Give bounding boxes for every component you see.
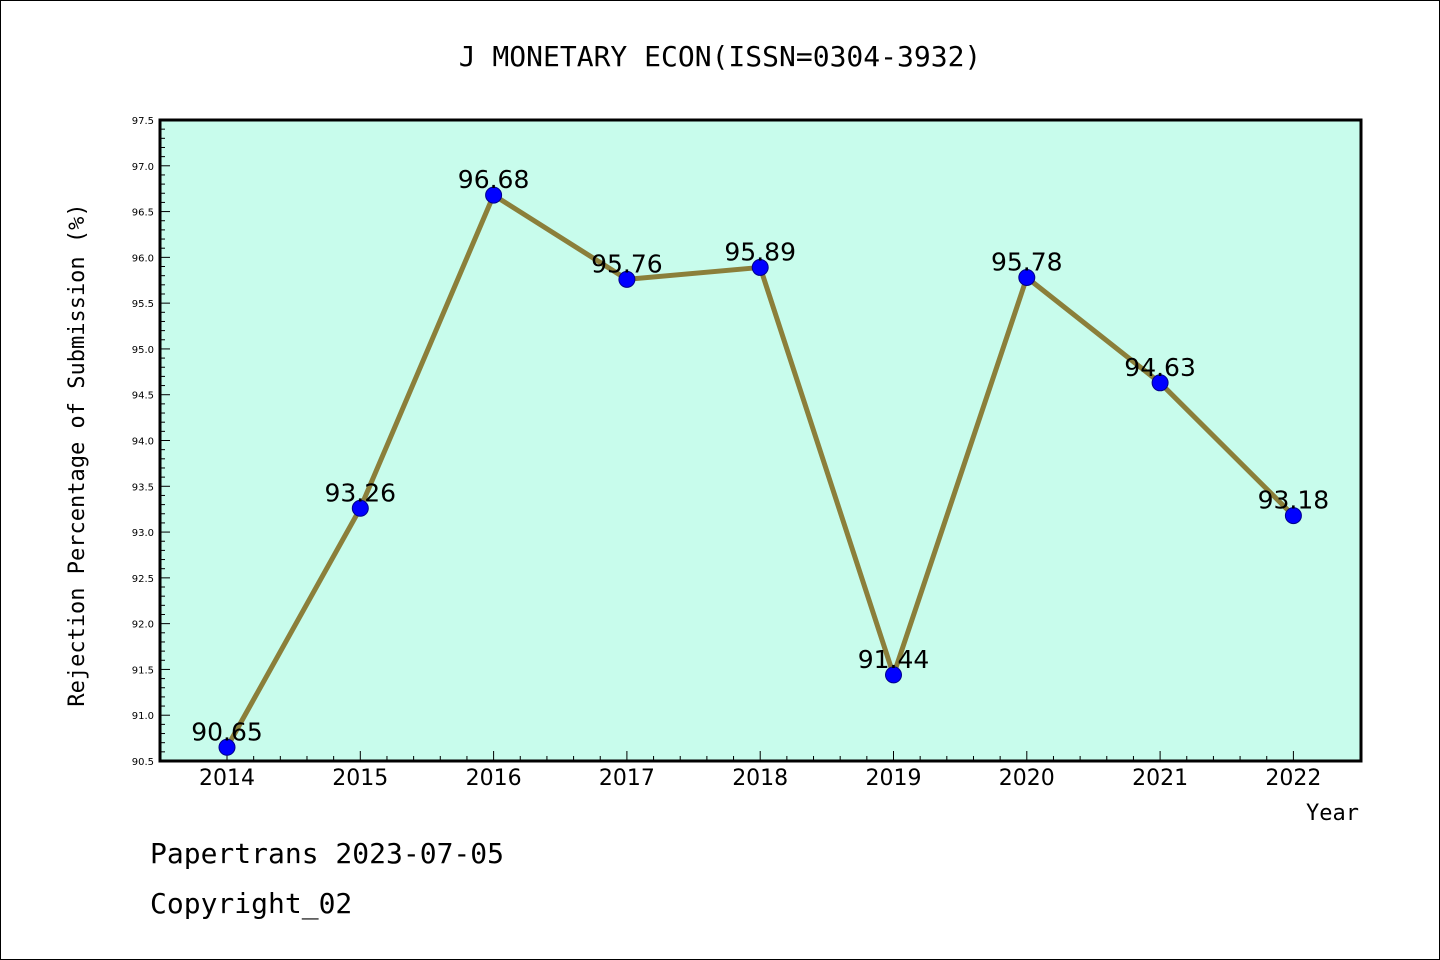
x-tick-label: 2018 [732, 766, 788, 791]
data-label: 91.44 [858, 645, 930, 674]
y-tick-label: 95.5 [132, 299, 154, 310]
data-label: 94.63 [1124, 353, 1196, 382]
chart-title: J MONETARY ECON(ISSN=0304-3932) [459, 40, 982, 73]
data-point [1018, 269, 1036, 287]
footer-copyright: Copyright_02 [150, 887, 352, 921]
y-tick-label: 91.0 [132, 711, 154, 722]
data-label: 93.26 [325, 478, 397, 507]
x-tick-label: 2020 [999, 766, 1055, 791]
x-axis-label: Year [1306, 801, 1359, 826]
y-tick-label: 92.0 [132, 620, 154, 631]
data-label: 95.78 [991, 248, 1063, 277]
data-label: 96.68 [458, 165, 530, 194]
x-axis: 2014 2015 2016 2017 2018 2019 2020 2021 2022 [199, 751, 1321, 791]
data-point [751, 258, 769, 276]
y-tick-label: 91.5 [132, 665, 154, 676]
series-group: 90.65 93.26 96.68 95.76 95.89 91.44 95.78 94.63… [191, 165, 1330, 756]
y-tick-label: 93.5 [132, 482, 154, 493]
y-tick-label: 97.0 [132, 162, 154, 173]
data-label: 95.89 [724, 237, 796, 266]
y-tick-label: 97.5 [132, 116, 154, 127]
data-point [1151, 374, 1169, 392]
x-tick-label: 2016 [466, 766, 522, 791]
x-tick-label: 2015 [332, 766, 388, 791]
plot-area [158, 118, 1363, 763]
y-axis-label: Rejection Percentage of Submission (%) [65, 203, 90, 706]
x-tick-label: 2014 [199, 766, 255, 791]
data-label: 95.76 [591, 249, 663, 278]
data-label: 90.65 [191, 717, 263, 746]
data-point [1284, 507, 1302, 525]
data-point [485, 186, 503, 204]
footer-date: Papertrans 2023-07-05 [150, 837, 504, 870]
y-tick-label: 94.0 [132, 437, 154, 448]
y-tick-label: 96.0 [132, 253, 154, 264]
data-point [218, 738, 236, 756]
data-point [351, 499, 369, 517]
x-tick-label: 2021 [1132, 766, 1188, 791]
x-tick-label: 2017 [599, 766, 655, 791]
data-label: 93.18 [1258, 486, 1330, 515]
y-tick-label: 92.5 [132, 574, 154, 585]
data-point [618, 270, 636, 288]
x-tick-label: 2019 [866, 766, 922, 791]
y-tick-label: 95.0 [132, 345, 154, 356]
y-axis: 90.5 91.0 91.5 92.0 92.5 93.0 93.5 94.0 94.5 95.0… [132, 116, 170, 768]
y-tick-label: 90.5 [132, 757, 154, 768]
data-point [885, 666, 902, 684]
y-tick-label: 96.5 [132, 208, 154, 219]
y-tick-label: 93.0 [132, 528, 154, 539]
y-tick-label: 94.5 [132, 391, 154, 402]
x-tick-label: 2022 [1265, 766, 1321, 791]
